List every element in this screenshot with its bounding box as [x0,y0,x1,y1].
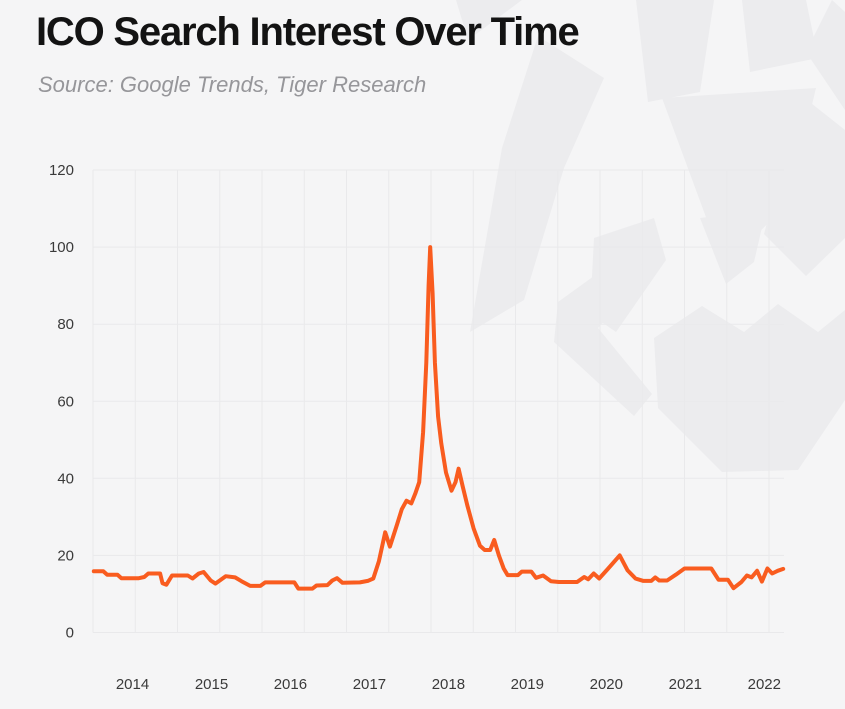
chart-source-subtitle: Source: Google Trends, Tiger Research [38,72,427,97]
y-axis-tick-label: 20 [57,547,74,564]
y-axis-tick-label: 40 [57,470,74,487]
y-axis-tick-label: 60 [57,393,74,410]
x-axis-tick-label: 2014 [116,676,149,693]
x-axis-tick-label: 2018 [432,676,465,693]
y-axis-tick-label: 0 [66,625,74,642]
chart-title: ICO Search Interest Over Time [36,10,580,54]
x-axis-tick-label: 2022 [748,676,781,693]
x-axis-tick-label: 2016 [274,676,307,693]
x-axis-tick-label: 2020 [590,676,623,693]
x-axis-tick-label: 2017 [353,676,386,693]
trend-line [91,245,786,591]
y-axis-tick-label: 120 [49,162,74,179]
x-axis-tick-label: 2015 [195,676,228,693]
x-axis-tick-label: 2021 [669,676,702,693]
y-axis-tick-label: 100 [49,239,74,256]
y-axis-tick-label: 80 [57,316,74,333]
x-axis-tick-label: 2019 [511,676,544,693]
